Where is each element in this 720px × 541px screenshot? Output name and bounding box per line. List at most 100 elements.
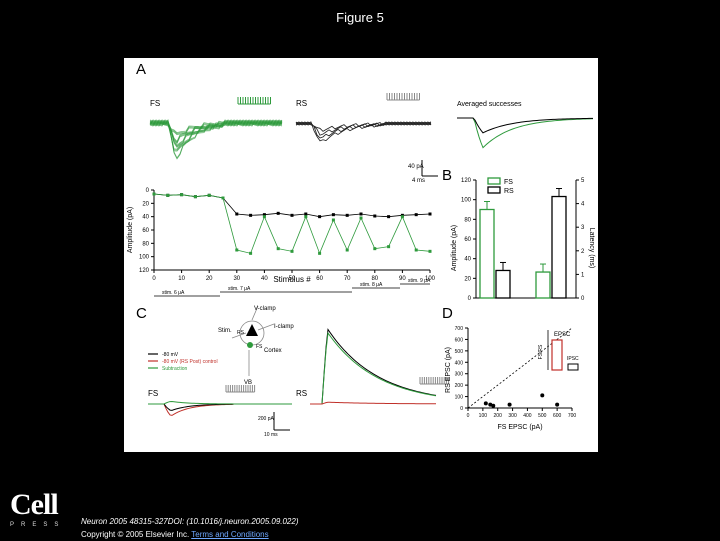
b-right-tick-label: 0 bbox=[581, 296, 585, 302]
panel-b-letter: B bbox=[442, 167, 452, 184]
fs-trace bbox=[149, 120, 283, 151]
c-rs-label: RS bbox=[237, 330, 245, 336]
a-point-black bbox=[331, 213, 335, 217]
d-ytick-label: 500 bbox=[455, 349, 464, 355]
a-point-green bbox=[207, 193, 211, 197]
citation-block: Neuron 2005 48315-327DOI: (10.1016/j.neu… bbox=[81, 515, 299, 541]
c-rs-trace bbox=[310, 331, 437, 405]
b-legend-swatch bbox=[487, 177, 501, 185]
a-point-black bbox=[262, 213, 266, 217]
a-point-black bbox=[345, 213, 349, 217]
c-stim-label: Stim. bbox=[218, 328, 232, 334]
d-point bbox=[540, 393, 545, 398]
a-point-green bbox=[249, 251, 253, 255]
avg-fs-trace bbox=[457, 117, 594, 149]
c-iclamp-electrode bbox=[257, 323, 275, 331]
d-inset-ylabel: FS/RS bbox=[538, 344, 544, 359]
a-xtick-label: 80 bbox=[371, 276, 378, 282]
a-point-green bbox=[387, 245, 391, 249]
d-xtick-label: 100 bbox=[479, 413, 488, 419]
a-ytick-label: 80 bbox=[142, 241, 149, 247]
c-vclamp-electrode bbox=[251, 305, 259, 321]
b-right-tick-label: 2 bbox=[581, 249, 585, 255]
a-xtick-label: 100 bbox=[425, 276, 436, 282]
a-point-green bbox=[290, 249, 294, 253]
a-ytick-label: 0 bbox=[146, 188, 150, 194]
a-point-black bbox=[387, 215, 391, 219]
d-xtick-label: 200 bbox=[494, 413, 503, 419]
d-xtick-label: 500 bbox=[538, 413, 547, 419]
a-point-green bbox=[166, 193, 170, 197]
a-point-black bbox=[414, 213, 418, 217]
a-ytick-label: 20 bbox=[142, 201, 149, 207]
a-xtick-label: 60 bbox=[316, 276, 323, 282]
c-legend-label: -80 mV (RS Post) control bbox=[162, 359, 218, 365]
a-point-green bbox=[414, 248, 418, 252]
d-ytick-label: 400 bbox=[455, 360, 464, 366]
c-cortex-label: Cortex bbox=[264, 348, 282, 354]
terms-link[interactable]: Terms and Conditions bbox=[191, 530, 269, 539]
b-legend-label: RS bbox=[504, 188, 514, 195]
panel-c-letter: C bbox=[136, 305, 147, 322]
c-rs-trace bbox=[310, 328, 437, 405]
d-point bbox=[483, 401, 488, 406]
stim-label: stim. 6 μA bbox=[162, 290, 185, 296]
a-xtick-label: 40 bbox=[261, 276, 268, 282]
scale-pa: 40 pA bbox=[408, 164, 424, 170]
b-left-tick-label: 60 bbox=[464, 237, 471, 243]
b-left-tick-label: 0 bbox=[468, 296, 472, 302]
d-ytick-label: 200 bbox=[455, 383, 464, 389]
a-point-black bbox=[373, 214, 377, 218]
b-legend-swatch bbox=[487, 186, 501, 194]
a-xtick-label: 30 bbox=[233, 276, 240, 282]
b-ylabel-right: Latency (ms) bbox=[588, 228, 595, 268]
b-right-tick-label: 4 bbox=[581, 202, 585, 208]
averaged-label: Averaged successes bbox=[457, 101, 522, 108]
logo-subtext: PRESS bbox=[10, 522, 66, 528]
c-legend-label: Subtraction bbox=[162, 366, 188, 372]
b-bar-fs bbox=[479, 208, 495, 299]
copyright-line: Copyright © 2005 Elsevier Inc. Terms and… bbox=[81, 528, 299, 541]
b-left-tick-label: 100 bbox=[461, 198, 472, 204]
a-point-green bbox=[400, 215, 404, 219]
b-bar-rs bbox=[495, 269, 511, 299]
a-point-green bbox=[428, 249, 432, 253]
d-inset-bar-ipsc bbox=[567, 363, 579, 371]
a-series-green-line bbox=[153, 193, 431, 255]
a-point-green bbox=[345, 248, 349, 252]
panel-a-letter: A bbox=[136, 61, 146, 78]
d-inset-bar-epsc bbox=[551, 339, 563, 371]
a-point-black bbox=[359, 212, 363, 216]
a-xtick-label: 90 bbox=[399, 276, 406, 282]
b-bar-fs bbox=[535, 271, 551, 299]
c-rs-neuron bbox=[246, 324, 258, 336]
b-bar-rs bbox=[551, 195, 567, 299]
c-rs-trace bbox=[310, 401, 437, 405]
d-ytick-label: 600 bbox=[455, 337, 464, 343]
a-point-black bbox=[318, 215, 322, 219]
d-inset-title: EPSC bbox=[554, 332, 571, 338]
a-point-black bbox=[290, 213, 294, 217]
rs-trace bbox=[295, 121, 432, 132]
d-xtick-label: 600 bbox=[553, 413, 562, 419]
a-point-black bbox=[304, 212, 308, 216]
c-scale-pa: 200 pA bbox=[258, 416, 275, 422]
stim-label: stim. 9 μA bbox=[408, 278, 431, 284]
b-right-tick-label: 3 bbox=[581, 225, 585, 231]
c-iclamp-label: I-clamp bbox=[274, 324, 294, 330]
panel-d-letter: D bbox=[442, 305, 453, 322]
d-inset-label: IPSC bbox=[567, 356, 579, 362]
a-point-green bbox=[318, 251, 322, 255]
stim-label: stim. 7 μA bbox=[228, 286, 251, 292]
c-rs-trace-label: RS bbox=[296, 389, 307, 398]
fs-trace bbox=[149, 119, 283, 146]
a-point-black bbox=[276, 211, 280, 215]
a-point-black bbox=[249, 213, 253, 217]
c-fs-trace-label: FS bbox=[148, 389, 158, 398]
a-point-green bbox=[359, 216, 363, 220]
d-xtick-label: 300 bbox=[508, 413, 517, 419]
a-point-black bbox=[428, 212, 432, 216]
a-point-green bbox=[276, 247, 280, 251]
c-fs-trace bbox=[148, 400, 292, 405]
